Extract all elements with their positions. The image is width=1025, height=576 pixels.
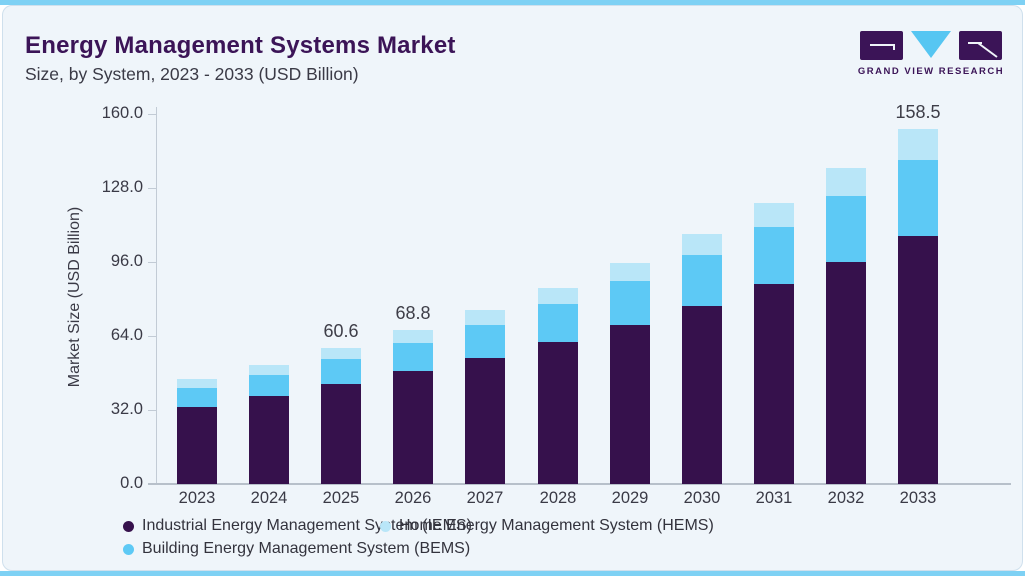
- bar-segment-bems-2031[interactable]: [754, 227, 794, 284]
- bar-segment-hems-2024[interactable]: [249, 364, 289, 375]
- bar-segment-bems-2030[interactable]: [682, 254, 722, 306]
- y-tick-label: 32.0: [110, 400, 143, 418]
- bar-segment-bems-2023[interactable]: [177, 388, 217, 407]
- bar-segment-iems-2032[interactable]: [826, 262, 866, 484]
- bar-segment-bems-2032[interactable]: [826, 196, 866, 262]
- y-tick-label: 64.0: [110, 326, 143, 344]
- x-axis-label-2032: 2032: [827, 489, 865, 507]
- bar-segment-hems-2025[interactable]: [321, 348, 361, 360]
- x-axis-label-2033: 2033: [899, 489, 937, 507]
- x-axis-label-2031: 2031: [755, 489, 793, 507]
- x-axis-label-2025: 2025: [322, 489, 360, 507]
- bar-segment-iems-2025[interactable]: [321, 383, 361, 484]
- y-tick-mark: [148, 113, 157, 115]
- bar-segment-hems-2027[interactable]: [465, 310, 505, 325]
- bar-segment-hems-2023[interactable]: [177, 379, 217, 389]
- y-axis-title: Market Size (USD Billion): [66, 206, 83, 388]
- bar-segment-hems-2026[interactable]: [393, 329, 433, 343]
- bems-legend-marker-icon: [123, 543, 134, 555]
- y-tick-mark: [148, 409, 157, 411]
- logo-brand-text: GRAND VIEW RESEARCH: [857, 66, 1005, 77]
- bar-segment-iems-2033[interactable]: [898, 236, 938, 484]
- bar-segment-bems-2026[interactable]: [393, 342, 433, 371]
- y-axis-line: [156, 107, 157, 484]
- bar-segment-iems-2029[interactable]: [610, 324, 650, 484]
- y-tick-mark: [148, 187, 157, 189]
- bar-segment-iems-2027[interactable]: [465, 357, 505, 484]
- y-tick-label: 160.0: [101, 104, 143, 122]
- x-axis-label-2024: 2024: [250, 489, 288, 507]
- x-axis-line: [148, 483, 1011, 485]
- legend-item-hems[interactable]: Home Energy Management System (HEMS): [380, 517, 714, 535]
- bar-segment-iems-2023[interactable]: [177, 406, 217, 484]
- bar-segment-bems-2029[interactable]: [610, 281, 650, 325]
- bar-segment-hems-2028[interactable]: [538, 287, 578, 304]
- legend-item-bems[interactable]: Building Energy Management System (BEMS): [123, 540, 470, 558]
- x-axis-label-2026: 2026: [394, 489, 432, 507]
- x-axis-label-2028: 2028: [539, 489, 577, 507]
- y-tick-label: 128.0: [101, 178, 143, 196]
- x-axis-label-2030: 2030: [683, 489, 721, 507]
- bar-segment-bems-2028[interactable]: [538, 303, 578, 343]
- bar-segment-iems-2028[interactable]: [538, 342, 578, 484]
- page-subtitle: Size, by System, 2023 - 2033 (USD Billio…: [25, 64, 359, 84]
- data-label-2033: 158.5: [895, 101, 941, 122]
- y-tick-label: 96.0: [110, 252, 143, 270]
- bar-segment-iems-2030[interactable]: [682, 305, 722, 484]
- bar-segment-bems-2033[interactable]: [898, 160, 938, 237]
- brand-logo: GRAND VIEW RESEARCH: [856, 28, 1006, 80]
- bar-segment-bems-2025[interactable]: [321, 359, 361, 384]
- bar-segment-hems-2033[interactable]: [898, 128, 938, 161]
- gvr-logo-icon: [860, 31, 1002, 60]
- data-label-2025: 60.6: [323, 321, 359, 342]
- x-axis-label-2023: 2023: [178, 489, 216, 507]
- y-tick-label: 0.0: [120, 474, 143, 492]
- bottom-accent-strip: [0, 571, 1025, 576]
- bar-segment-hems-2029[interactable]: [610, 262, 650, 282]
- bar-segment-hems-2032[interactable]: [826, 168, 866, 197]
- y-tick-mark: [148, 335, 157, 337]
- top-accent-strip: [0, 0, 1025, 5]
- bar-segment-iems-2024[interactable]: [249, 395, 289, 484]
- legend-label-bems: Building Energy Management System (BEMS): [142, 540, 471, 557]
- iems-legend-marker-icon: [123, 520, 134, 532]
- bar-segment-hems-2030[interactable]: [682, 234, 722, 255]
- bar-segment-hems-2031[interactable]: [754, 202, 794, 228]
- bar-segment-bems-2027[interactable]: [465, 324, 505, 358]
- x-axis-label-2029: 2029: [611, 489, 649, 507]
- bar-segment-iems-2026[interactable]: [393, 370, 433, 484]
- hems-legend-marker-icon: [380, 520, 391, 532]
- bar-segment-iems-2031[interactable]: [754, 283, 794, 484]
- page-title: Energy Management Systems Market: [25, 32, 456, 59]
- legend-label-hems: Home Energy Management System (HEMS): [399, 517, 714, 534]
- x-axis-label-2027: 2027: [466, 489, 504, 507]
- data-label-2026: 68.8: [395, 302, 431, 323]
- y-tick-mark: [148, 261, 157, 263]
- chart-card: Energy Management Systems Market Size, b…: [2, 5, 1023, 571]
- bar-segment-bems-2024[interactable]: [249, 374, 289, 396]
